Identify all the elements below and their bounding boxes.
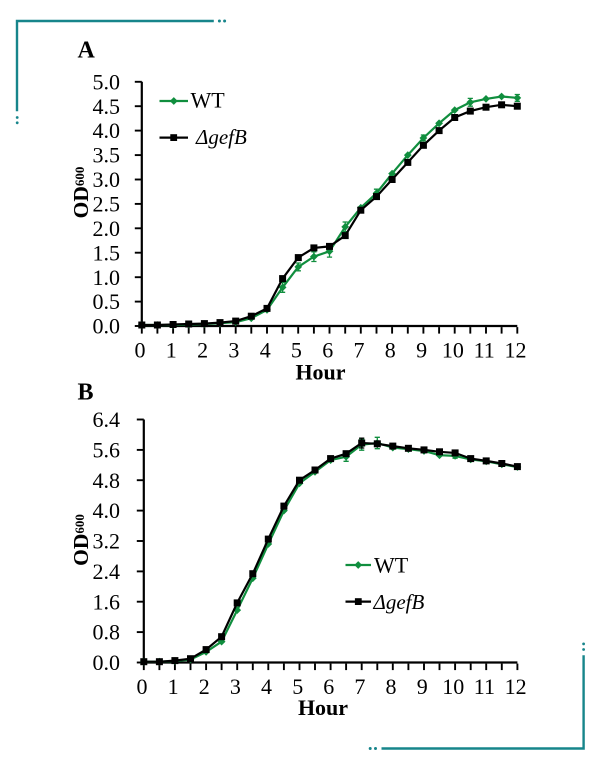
svg-text:4.5: 4.5 [93, 94, 121, 119]
svg-text:1: 1 [168, 674, 179, 699]
svg-text:ΔgefB: ΔgefB [195, 125, 247, 149]
svg-text:2.4: 2.4 [93, 559, 121, 584]
svg-text:6.4: 6.4 [93, 407, 121, 432]
svg-text:4.0: 4.0 [93, 498, 121, 523]
svg-text:0: 0 [137, 674, 148, 699]
svg-text:9: 9 [416, 338, 427, 363]
svg-text:1.0: 1.0 [93, 265, 121, 290]
svg-text:1.5: 1.5 [93, 240, 121, 265]
svg-text:2: 2 [199, 674, 210, 699]
svg-text:3.0: 3.0 [93, 167, 121, 192]
svg-text:2: 2 [197, 338, 208, 363]
svg-text:Hour: Hour [298, 695, 348, 720]
svg-text:8: 8 [386, 674, 397, 699]
svg-text:5.0: 5.0 [93, 69, 121, 94]
svg-text:5: 5 [291, 338, 302, 363]
svg-text:2.0: 2.0 [93, 216, 121, 241]
svg-text:0.8: 0.8 [93, 620, 121, 645]
svg-text:0: 0 [135, 338, 146, 363]
svg-text:5.6: 5.6 [93, 438, 121, 463]
svg-text:B: B [78, 380, 94, 406]
svg-text:1: 1 [166, 338, 177, 363]
svg-text:7: 7 [354, 674, 365, 699]
svg-text:ΔgefB: ΔgefB [373, 590, 425, 614]
svg-text:10: 10 [442, 674, 464, 699]
svg-text:1.6: 1.6 [93, 589, 121, 614]
svg-text:12: 12 [505, 674, 527, 699]
svg-text:WT: WT [191, 88, 226, 113]
svg-text:9: 9 [417, 674, 428, 699]
svg-text:3: 3 [228, 338, 239, 363]
svg-text:7: 7 [354, 338, 365, 363]
svg-text:11: 11 [474, 674, 495, 699]
svg-text:4: 4 [260, 338, 271, 363]
svg-text:11: 11 [474, 338, 495, 363]
svg-text:2.5: 2.5 [93, 192, 121, 217]
svg-text:3: 3 [230, 674, 241, 699]
svg-text:8: 8 [385, 338, 396, 363]
svg-text:4.0: 4.0 [93, 118, 121, 143]
svg-text:3.5: 3.5 [93, 143, 121, 168]
svg-text:A: A [78, 38, 96, 64]
svg-text:10: 10 [442, 338, 464, 363]
svg-text:Hour: Hour [295, 360, 345, 385]
svg-text:6: 6 [322, 338, 333, 363]
svg-text:5: 5 [292, 674, 303, 699]
svg-text:0.5: 0.5 [93, 289, 121, 314]
svg-text:4: 4 [261, 674, 272, 699]
svg-text:3.2: 3.2 [93, 529, 121, 554]
svg-text:0.0: 0.0 [93, 650, 121, 675]
svg-text:WT: WT [374, 553, 409, 578]
svg-text:12: 12 [505, 338, 527, 363]
svg-text:0.0: 0.0 [93, 314, 121, 339]
svg-text:4.8: 4.8 [93, 468, 121, 493]
svg-text:6: 6 [323, 674, 334, 699]
